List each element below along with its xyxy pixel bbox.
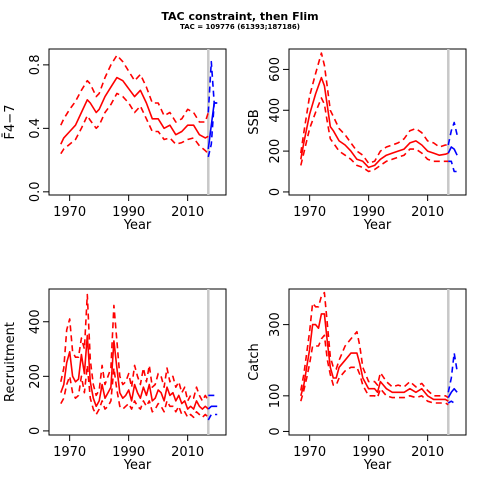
x-axis-label: Year (363, 458, 392, 473)
panel-ssb: 1970 1990 2010 0 200 400 600 Year SSB (247, 48, 467, 233)
forecast-median-line (447, 146, 458, 156)
forecast-median-line (447, 387, 458, 398)
y-tick-label: 200 (28, 364, 43, 389)
historical-upper-line (300, 291, 449, 399)
chart-subtitle: TAC = 109776 (61393;187186) (180, 23, 300, 31)
x-tick-label: 2010 (171, 445, 204, 460)
x-tick-label: 1990 (352, 205, 385, 220)
y-axis-label: Catch (247, 343, 262, 381)
y-axis-label: SSB (247, 109, 262, 134)
forecast-lower-line (207, 413, 218, 421)
forecast-lower-line (447, 400, 458, 404)
x-tick-label: 1970 (293, 445, 326, 460)
plot-frame (288, 288, 467, 436)
historical-upper-line (60, 54, 210, 126)
historical-lower-line (60, 92, 209, 155)
x-tick-label: 2010 (411, 445, 444, 460)
y-tick-label: 0 (268, 427, 283, 435)
x-tick-label: 1970 (53, 445, 86, 460)
y-tick-label: 400 (268, 98, 283, 123)
x-tick-label: 2010 (171, 205, 204, 220)
y-tick-label: 0 (28, 427, 43, 435)
chart-title: TAC constraint, then Flim (161, 10, 319, 23)
y-tick-label: 300 (268, 312, 283, 337)
historical-median-line (300, 313, 449, 402)
x-axis-label: Year (363, 218, 392, 233)
historical-lower-line (300, 334, 449, 406)
plot-frame (48, 288, 227, 436)
x-tick-label: 2010 (411, 205, 444, 220)
forecast-median-line (207, 405, 218, 410)
forecast-upper-line (207, 60, 218, 113)
historical-lower-line (300, 97, 449, 173)
historical-upper-line (300, 52, 449, 165)
y-tick-label: 0 (268, 188, 283, 196)
historical-median-line (60, 76, 209, 145)
y-axis-label: Recruitment (3, 322, 18, 402)
x-tick-label: 1970 (53, 205, 86, 220)
y-tick-label: 0.8 (28, 55, 43, 76)
x-tick-label: 1990 (352, 445, 385, 460)
y-tick-label: 200 (268, 139, 283, 164)
forecast-upper-line (447, 121, 458, 146)
forecast-upper-line (447, 352, 458, 393)
y-tick-label: 0.0 (28, 181, 43, 202)
forecast-lower-line (448, 160, 458, 173)
plot-frame (288, 48, 467, 196)
x-tick-label: 1990 (112, 445, 145, 460)
y-tick-label: 100 (268, 383, 283, 408)
x-tick-label: 1990 (112, 205, 145, 220)
y-tick-label: 600 (268, 57, 283, 82)
x-tick-label: 1970 (293, 205, 326, 220)
y-tick-label: 400 (28, 309, 43, 334)
x-axis-label: Year (123, 458, 152, 473)
panel-fbar: 1970 1990 2010 0.0 0.4 0.8 Year F̄4−7 (3, 48, 227, 233)
historical-upper-line (60, 293, 210, 402)
historical-lower-line (60, 364, 209, 419)
panel-recruitment: 1970 1990 2010 0 200 400 Year Recruitment (3, 288, 227, 473)
panel-catch: 1970 1990 2010 0 100 300 Year Catch (247, 288, 467, 473)
y-tick-label: 0.4 (28, 118, 43, 139)
historical-median-line (300, 76, 449, 169)
x-axis-label: Year (123, 218, 152, 233)
plot-frame (48, 48, 227, 196)
y-axis-label: F̄4−7 (3, 105, 18, 140)
historical-median-line (60, 334, 209, 410)
forecast-median-line (207, 102, 218, 150)
